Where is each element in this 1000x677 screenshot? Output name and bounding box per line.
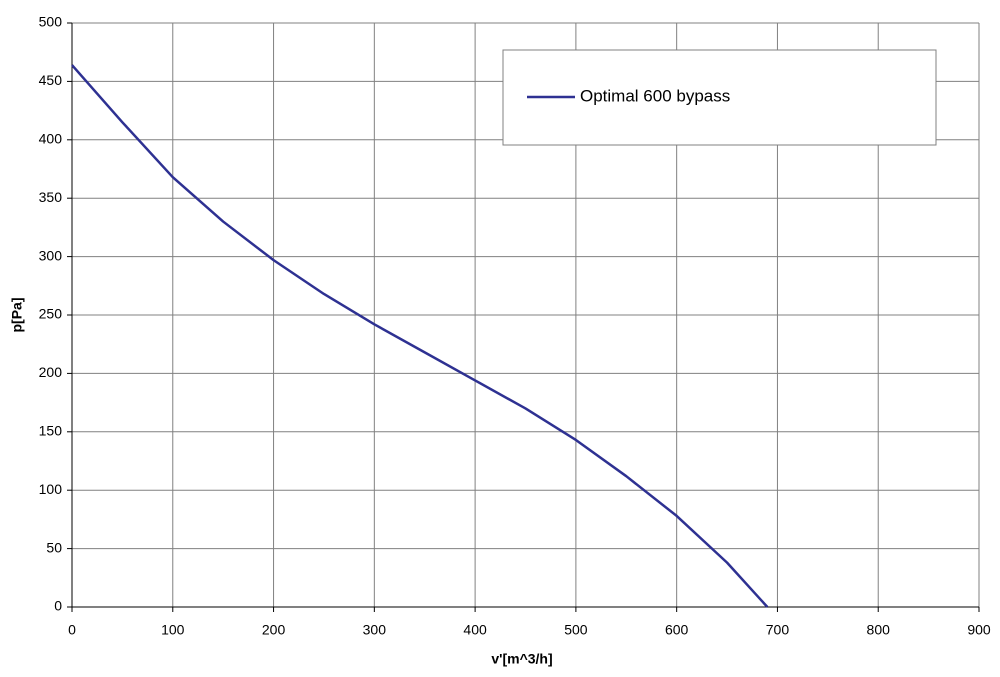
- data-line: [71, 64, 769, 608]
- x-tick-label: 0: [68, 622, 76, 638]
- y-axis-label: p[Pa]: [9, 298, 25, 333]
- x-tick-label: 100: [161, 622, 185, 638]
- y-tick-label: 200: [39, 364, 63, 380]
- x-tick-label: 300: [363, 622, 387, 638]
- x-tick-label: 800: [867, 622, 891, 638]
- x-tick-label: 700: [766, 622, 790, 638]
- x-axis-label: v'[m^3/h]: [491, 651, 552, 667]
- x-tick-label: 600: [665, 622, 689, 638]
- y-tick-label: 0: [54, 598, 62, 614]
- x-tick-label: 500: [564, 622, 588, 638]
- y-tick-label: 150: [39, 423, 63, 439]
- y-tick-label: 350: [39, 189, 63, 205]
- y-tick-label: 50: [46, 539, 62, 555]
- y-tick-label: 450: [39, 72, 63, 88]
- x-tick-label: 200: [262, 622, 286, 638]
- y-tick-label: 250: [39, 306, 63, 322]
- y-tick-label: 500: [39, 14, 63, 30]
- x-tick-label: 900: [967, 622, 991, 638]
- y-tick-label: 400: [39, 131, 63, 147]
- x-tick-label: 400: [463, 622, 487, 638]
- legend-box: [502, 49, 937, 146]
- y-tick-label: 300: [39, 247, 63, 263]
- y-tick-label: 100: [39, 481, 63, 497]
- legend-label: Optimal 600 bypass: [580, 86, 730, 105]
